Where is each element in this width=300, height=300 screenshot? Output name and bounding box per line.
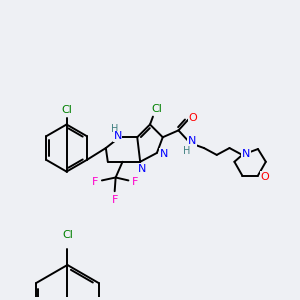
Text: N: N xyxy=(242,149,250,159)
Text: F: F xyxy=(132,177,139,188)
Text: N: N xyxy=(138,164,146,174)
Text: O: O xyxy=(189,112,198,123)
Text: H: H xyxy=(183,146,190,156)
Text: O: O xyxy=(260,172,269,182)
Text: N: N xyxy=(160,149,168,159)
Text: Cl: Cl xyxy=(61,105,72,115)
Text: H: H xyxy=(111,124,118,134)
Text: N: N xyxy=(188,136,196,146)
Text: F: F xyxy=(92,177,98,188)
Text: F: F xyxy=(112,195,118,205)
Text: Cl: Cl xyxy=(152,104,162,114)
Text: N: N xyxy=(113,131,122,141)
Text: Cl: Cl xyxy=(62,230,73,240)
